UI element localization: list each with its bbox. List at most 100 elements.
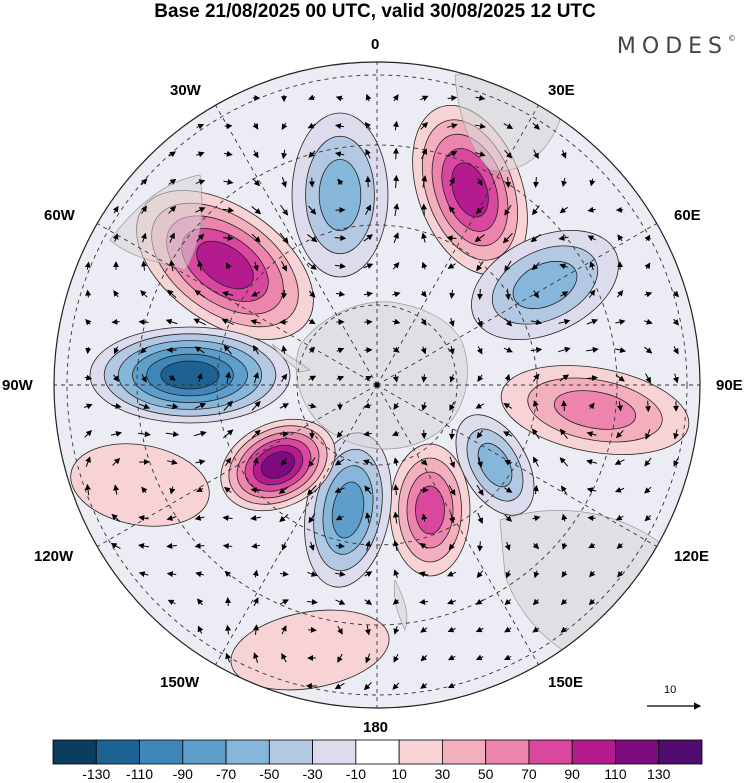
wind-arrow bbox=[420, 682, 428, 689]
colorbar-swatch bbox=[658, 739, 703, 765]
wind-arrow bbox=[533, 176, 539, 188]
wind-arrow bbox=[393, 626, 400, 635]
wind-arrow bbox=[588, 402, 595, 410]
wind-arrow bbox=[586, 431, 597, 437]
wind-arrow bbox=[672, 318, 679, 326]
wind-arrow bbox=[252, 457, 259, 466]
wind-arrow bbox=[616, 542, 624, 550]
wind-arrow bbox=[531, 262, 540, 271]
wind-arrow bbox=[503, 403, 513, 409]
wind-arrow bbox=[392, 291, 401, 298]
wind-arrow bbox=[421, 175, 428, 188]
wind-arrow bbox=[588, 570, 596, 578]
wind-arrow bbox=[225, 624, 232, 635]
meridian-line bbox=[215, 105, 378, 386]
wind-arrow bbox=[308, 205, 317, 215]
wind-arrow bbox=[337, 625, 343, 635]
colorbar-tick-label: -110 bbox=[126, 766, 154, 782]
wind-arrow bbox=[420, 121, 429, 130]
wind-arrow bbox=[530, 346, 543, 353]
wind-arrow bbox=[503, 123, 514, 129]
wind-arrow bbox=[168, 178, 177, 185]
colorbar-tick-labels: -130 -110 -90 -70 -50 -30 -10 10 30 50 70 90 110 130 bbox=[0, 766, 750, 783]
wind-arrow bbox=[223, 400, 233, 411]
wind-arrow bbox=[364, 625, 371, 636]
wind-arrow bbox=[477, 512, 483, 524]
wind-arrow bbox=[196, 372, 203, 383]
wind-arrow bbox=[447, 263, 456, 269]
wind-arrow bbox=[279, 318, 288, 325]
meridian-line bbox=[97, 384, 378, 547]
wind-arrow bbox=[196, 233, 205, 242]
wind-arrow bbox=[448, 484, 456, 496]
wind-arrow bbox=[588, 542, 596, 549]
wind-arrow bbox=[614, 486, 625, 493]
colorbar-swatch bbox=[355, 739, 400, 765]
wind-arrow bbox=[253, 371, 259, 384]
wind-arrow bbox=[421, 513, 428, 522]
wind-arrow bbox=[419, 542, 428, 549]
map-disc bbox=[54, 62, 700, 708]
wind-arrow bbox=[364, 375, 372, 382]
positive-anomaly-30e-level bbox=[451, 162, 489, 218]
wind-arrow bbox=[113, 484, 120, 495]
wind-arrow bbox=[307, 571, 318, 577]
wind-arrow bbox=[558, 318, 571, 325]
wind-arrow bbox=[586, 346, 599, 353]
wind-arrow bbox=[420, 318, 427, 326]
wind-arrow bbox=[308, 457, 316, 468]
wind-arrow bbox=[222, 207, 235, 214]
wind-arrow bbox=[393, 569, 400, 578]
wind-arrow bbox=[111, 513, 121, 522]
wind-arrow bbox=[281, 345, 288, 354]
wind-arrow bbox=[167, 459, 178, 465]
positive-anomaly-60w-level bbox=[196, 240, 254, 290]
wind-arrow bbox=[335, 599, 346, 605]
wind-arrow bbox=[252, 178, 261, 187]
wind-arrow bbox=[589, 178, 596, 187]
wind-arrow bbox=[281, 149, 288, 160]
wind-arrow bbox=[421, 148, 427, 160]
wind-arrow bbox=[196, 123, 205, 130]
wind-arrow bbox=[504, 598, 512, 606]
wind-arrow bbox=[110, 431, 123, 437]
wind-arrow bbox=[393, 539, 399, 552]
wind-arrow bbox=[617, 234, 624, 242]
wind-arrow bbox=[475, 626, 484, 633]
modes-logo: MODES© bbox=[617, 34, 736, 59]
wind-arrow bbox=[393, 457, 400, 466]
wind-arrow bbox=[448, 346, 455, 355]
wind-arrow bbox=[251, 291, 261, 297]
colorbar-tick-label: -70 bbox=[215, 766, 237, 782]
wind-arrow bbox=[504, 541, 511, 551]
wind-arrow bbox=[250, 515, 261, 521]
wind-arrow bbox=[393, 653, 399, 663]
wind-arrow bbox=[449, 289, 456, 300]
wind-arrow bbox=[420, 429, 427, 440]
wind-arrow bbox=[449, 401, 455, 411]
wind-arrow bbox=[308, 375, 317, 382]
positive-anomaly-160e bbox=[389, 443, 471, 577]
wind-arrow bbox=[392, 120, 399, 131]
wind-arrow bbox=[335, 290, 346, 297]
wind-arrow bbox=[393, 203, 400, 217]
wind-arrow bbox=[308, 290, 316, 298]
wind-arrow bbox=[279, 514, 289, 523]
negative-anomaly-120e-level bbox=[477, 442, 513, 488]
wind-arrow bbox=[84, 483, 91, 496]
wind-arrow bbox=[588, 598, 596, 606]
wind-arrow bbox=[138, 431, 151, 438]
colorbar-tick-label: 30 bbox=[434, 766, 451, 782]
wind-arrow bbox=[251, 429, 261, 439]
wind-arrow bbox=[560, 598, 568, 606]
wind-arrow bbox=[532, 626, 540, 633]
wind-arrow bbox=[504, 514, 512, 522]
wind-arrow bbox=[587, 515, 596, 522]
wind-arrow bbox=[504, 260, 512, 272]
wind-arrow bbox=[644, 318, 653, 325]
wind-arrow bbox=[532, 205, 540, 216]
wind-arrow bbox=[533, 456, 539, 467]
wind-arrow bbox=[504, 487, 513, 493]
negative-anomaly-60e bbox=[471, 230, 619, 340]
wind-arrow bbox=[166, 515, 177, 521]
